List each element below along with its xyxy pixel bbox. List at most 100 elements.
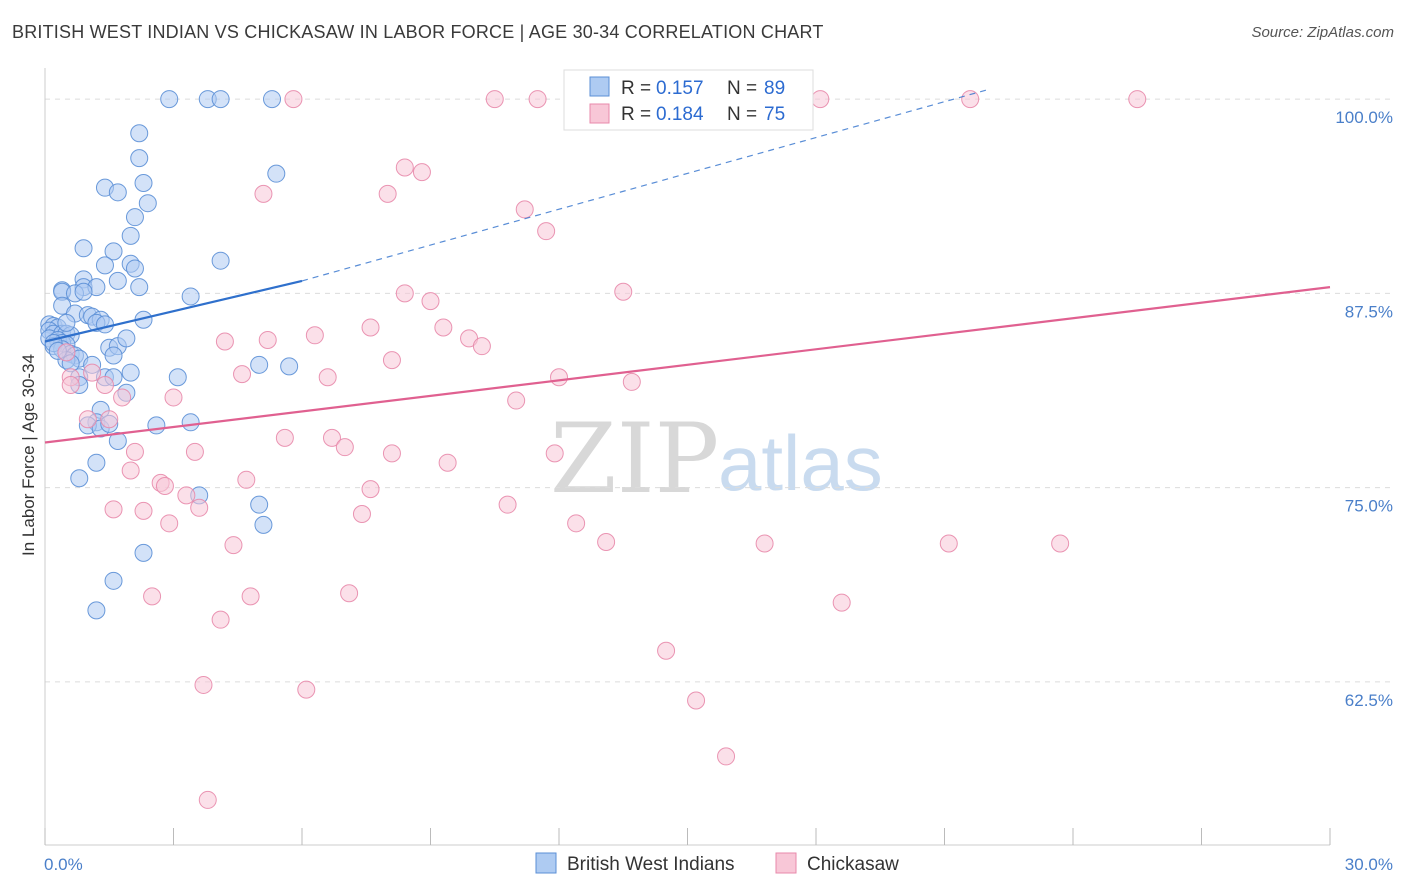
point-chickasaw [190, 498, 209, 517]
point-chickasaw [121, 461, 140, 480]
point-chickasaw [537, 222, 556, 241]
point-chickasaw [224, 536, 243, 555]
watermark-zip: ZIP [550, 403, 719, 515]
point-chickasaw [597, 532, 616, 551]
point-british-west-indians [280, 357, 299, 376]
point-chickasaw [421, 292, 440, 311]
point-chickasaw [352, 504, 371, 523]
point-chickasaw [412, 163, 431, 182]
point-british-west-indians [130, 278, 149, 297]
point-british-west-indians [130, 124, 149, 143]
point-chickasaw [305, 326, 324, 345]
series-legend: British West Indians Chickasaw [535, 852, 899, 875]
point-chickasaw [275, 428, 294, 447]
trend-line-chickasaw [44, 286, 1331, 444]
point-british-west-indians [254, 515, 273, 534]
correlation-legend: R = 0.157 N = 89 R = 0.184 N = 75 [563, 69, 814, 131]
point-chickasaw [83, 363, 102, 382]
point-chickasaw [1128, 90, 1147, 109]
point-chickasaw [567, 514, 586, 533]
chart-title: BRITISH WEST INDIAN VS CHICKASAW IN LABO… [12, 22, 824, 42]
point-british-west-indians [121, 363, 140, 382]
point-british-west-indians [104, 571, 123, 590]
point-chickasaw [254, 184, 273, 203]
data-points [40, 90, 1147, 809]
point-chickasaw [528, 90, 547, 109]
point-british-west-indians [108, 183, 127, 202]
point-chickasaw [100, 410, 119, 429]
point-chickasaw [545, 444, 564, 463]
legend-n-value-2: 75 [764, 104, 785, 125]
point-british-west-indians [168, 368, 187, 387]
point-british-west-indians [250, 495, 269, 514]
point-chickasaw [160, 514, 179, 533]
point-chickasaw [185, 442, 204, 461]
bottom-legend-swatch-chickasaw [775, 852, 797, 874]
point-british-west-indians [130, 149, 149, 168]
point-chickasaw [614, 282, 633, 301]
point-british-west-indians [95, 315, 114, 334]
point-chickasaw [241, 587, 260, 606]
point-chickasaw [472, 337, 491, 356]
source-label: Source: ZipAtlas.com [1251, 24, 1394, 41]
point-british-west-indians [74, 282, 93, 301]
point-chickasaw [438, 453, 457, 472]
legend-r-value-2: 0.184 [656, 104, 704, 125]
point-british-west-indians [108, 271, 127, 290]
point-chickasaw [361, 480, 380, 499]
point-chickasaw [318, 368, 337, 387]
watermark-atlas: atlas [718, 419, 883, 507]
point-british-west-indians [87, 453, 106, 472]
point-british-west-indians [117, 329, 136, 348]
legend-n-label-2: N = [727, 104, 757, 125]
point-chickasaw [322, 428, 341, 447]
point-chickasaw [113, 388, 132, 407]
point-chickasaw [61, 376, 80, 395]
point-chickasaw [657, 641, 676, 660]
point-british-west-indians [95, 256, 114, 275]
y-tick-label: 75.0% [1345, 497, 1393, 516]
point-chickasaw [237, 470, 256, 489]
point-british-west-indians [87, 601, 106, 620]
y-tick-label: 100.0% [1335, 108, 1393, 127]
x-tick-label-min: 0.0% [44, 855, 83, 874]
point-chickasaw [258, 330, 277, 349]
point-british-west-indians [181, 413, 200, 432]
point-chickasaw [382, 351, 401, 370]
point-chickasaw [395, 284, 414, 303]
y-axis-label: In Labor Force | Age 30-34 [19, 354, 38, 556]
point-british-west-indians [267, 164, 286, 183]
point-chickasaw [297, 680, 316, 699]
legend-r-label-2: R = [621, 104, 651, 125]
point-chickasaw [177, 486, 196, 505]
point-chickasaw [498, 495, 517, 514]
point-chickasaw [1051, 534, 1070, 553]
legend-swatch-chickasaw [589, 103, 610, 124]
point-british-west-indians [104, 242, 123, 261]
point-chickasaw [434, 318, 453, 337]
point-chickasaw [832, 593, 851, 612]
point-british-west-indians [263, 90, 282, 109]
point-chickasaw [515, 200, 534, 219]
bottom-legend-label-chickasaw: Chickasaw [807, 854, 899, 875]
point-chickasaw [939, 534, 958, 553]
point-chickasaw [378, 184, 397, 203]
point-british-west-indians [134, 543, 153, 562]
point-british-west-indians [250, 355, 269, 374]
point-british-west-indians [57, 313, 76, 332]
point-chickasaw [755, 534, 774, 553]
point-chickasaw [155, 477, 174, 496]
trend-line-british-west-indians [44, 279, 303, 343]
point-chickasaw [485, 90, 504, 109]
point-chickasaw [507, 391, 526, 410]
point-british-west-indians [108, 431, 127, 450]
point-chickasaw [95, 376, 114, 395]
point-chickasaw [335, 438, 354, 457]
point-chickasaw [215, 332, 234, 351]
point-chickasaw [284, 90, 303, 109]
point-british-west-indians [121, 226, 140, 245]
bottom-legend-label-british-west-indians: British West Indians [567, 854, 735, 875]
point-british-west-indians [138, 194, 157, 213]
point-chickasaw [382, 444, 401, 463]
